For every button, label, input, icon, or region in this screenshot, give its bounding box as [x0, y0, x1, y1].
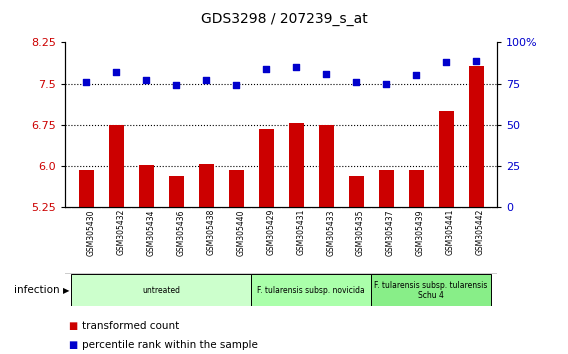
Text: F. tularensis subsp. tularensis
Schu 4: F. tularensis subsp. tularensis Schu 4: [374, 281, 488, 300]
Point: [142, 78, 151, 83]
Text: F. tularensis subsp. novicida: F. tularensis subsp. novicida: [257, 286, 365, 295]
Point: [202, 78, 211, 83]
Bar: [379, 170, 394, 207]
Point: [172, 82, 181, 88]
Bar: [109, 125, 124, 207]
Text: GSM305437: GSM305437: [386, 209, 395, 256]
Bar: [469, 66, 483, 207]
Bar: [251, 274, 371, 306]
Text: ■: ■: [68, 321, 77, 331]
Text: GSM305429: GSM305429: [266, 209, 275, 256]
Bar: [79, 170, 94, 207]
Bar: [169, 176, 183, 207]
Point: [232, 82, 241, 88]
Point: [112, 69, 121, 75]
Bar: [319, 125, 333, 207]
Text: GSM305433: GSM305433: [326, 209, 335, 256]
Point: [471, 58, 481, 63]
Text: GSM305439: GSM305439: [416, 209, 425, 256]
Point: [382, 81, 391, 86]
Bar: [72, 274, 251, 306]
Text: GSM305438: GSM305438: [206, 209, 215, 256]
Bar: [289, 123, 304, 207]
Bar: [229, 170, 244, 207]
Text: percentile rank within the sample: percentile rank within the sample: [82, 340, 258, 350]
Text: ■: ■: [68, 340, 77, 350]
Bar: [371, 274, 491, 306]
Text: transformed count: transformed count: [82, 321, 179, 331]
Point: [411, 73, 420, 78]
Text: GSM305431: GSM305431: [296, 209, 305, 256]
Point: [321, 71, 331, 76]
Text: GSM305432: GSM305432: [116, 209, 126, 256]
Text: GSM305430: GSM305430: [86, 209, 95, 256]
Bar: [258, 129, 274, 207]
Bar: [438, 111, 453, 207]
Point: [441, 59, 450, 65]
Point: [352, 79, 361, 85]
Text: GSM305435: GSM305435: [356, 209, 365, 256]
Text: GSM305442: GSM305442: [476, 209, 485, 256]
Text: ▶: ▶: [62, 286, 69, 295]
Point: [291, 64, 300, 70]
Bar: [408, 170, 424, 207]
Bar: [349, 176, 364, 207]
Point: [82, 79, 91, 85]
Text: GDS3298 / 207239_s_at: GDS3298 / 207239_s_at: [201, 12, 367, 27]
Text: untreated: untreated: [142, 286, 180, 295]
Text: GSM305440: GSM305440: [236, 209, 245, 256]
Text: GSM305436: GSM305436: [176, 209, 185, 256]
Bar: [199, 164, 214, 207]
Text: infection: infection: [14, 285, 60, 295]
Point: [262, 66, 271, 72]
Text: GSM305441: GSM305441: [446, 209, 455, 256]
Text: GSM305434: GSM305434: [147, 209, 155, 256]
Bar: [139, 165, 154, 207]
